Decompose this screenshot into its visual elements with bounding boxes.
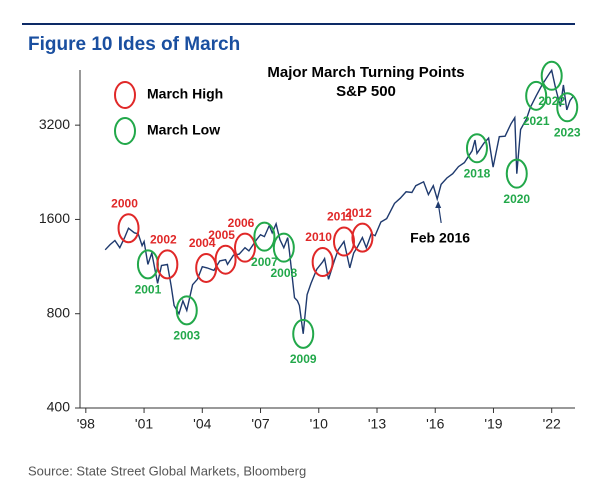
legend-label: March Low — [147, 122, 220, 138]
x-tick-label: '01 — [135, 416, 153, 432]
turning-point-label: 2021 — [523, 114, 550, 128]
turning-point-circle — [333, 226, 355, 257]
price-line — [104, 68, 574, 334]
turning-point-circle — [351, 222, 374, 253]
y-tick-label: 1600 — [39, 210, 70, 226]
x-tick-label: '10 — [310, 416, 328, 432]
callout-arrowhead — [435, 200, 442, 208]
x-tick-label: '04 — [193, 416, 211, 432]
turning-point-circle — [272, 232, 295, 263]
source-note: Source: State Street Global Markets, Blo… — [28, 463, 306, 478]
turning-point-label: 2020 — [503, 192, 530, 206]
y-tick-label: 400 — [47, 399, 71, 415]
x-tick-label: '19 — [484, 416, 502, 432]
turning-point-label: 2018 — [464, 166, 491, 180]
chart-title: Major March Turning Points — [267, 64, 464, 81]
turning-point-circle — [253, 221, 276, 252]
turning-point-circle — [234, 232, 256, 263]
turning-point-circle — [175, 295, 198, 326]
turning-point-circle — [117, 213, 140, 244]
turning-point-label: 2012 — [345, 206, 372, 220]
x-tick-label: '98 — [77, 416, 95, 432]
turning-point-label: 2001 — [135, 283, 162, 297]
turning-point-circle — [525, 80, 548, 111]
turning-point-label: 2010 — [305, 230, 332, 244]
turning-point-label: 2007 — [251, 255, 278, 269]
x-tick-label: '16 — [426, 416, 444, 432]
turning-point-label: 2003 — [173, 329, 200, 343]
legend-marker — [114, 117, 136, 145]
turning-point-label: 2009 — [290, 352, 317, 366]
turning-point-circle — [195, 252, 218, 283]
turning-point-label: 2002 — [150, 233, 177, 247]
turning-point-circle — [540, 60, 563, 91]
legend-marker — [114, 81, 136, 109]
turning-point-label: 2005 — [208, 228, 235, 242]
turning-point-label: 2006 — [228, 216, 255, 230]
chart-subtitle: S&P 500 — [336, 83, 396, 100]
legend-label: March High — [147, 86, 223, 102]
callout-label: Feb 2016 — [410, 230, 470, 246]
turning-point-label: 2023 — [554, 125, 581, 139]
x-tick-label: '07 — [251, 416, 269, 432]
turning-point-circle — [156, 249, 179, 280]
x-tick-label: '13 — [368, 416, 386, 432]
y-tick-label: 800 — [47, 304, 71, 320]
x-tick-label: '22 — [543, 416, 561, 432]
turning-point-label: 2022 — [538, 94, 565, 108]
figure-title: Figure 10 Ides of March — [28, 34, 240, 55]
turning-point-label: 2004 — [189, 236, 216, 250]
turning-point-label: 2000 — [111, 196, 138, 210]
turning-point-circle — [505, 158, 528, 189]
turning-point-circle — [311, 247, 334, 278]
turning-point-label: 2011 — [327, 210, 353, 224]
turning-point-circle — [556, 92, 579, 123]
turning-point-circle — [292, 318, 315, 349]
turning-point-circle — [465, 133, 488, 164]
y-tick-label: 3200 — [39, 116, 70, 132]
turning-point-circle — [214, 244, 237, 275]
turning-point-label: 2008 — [270, 266, 297, 280]
